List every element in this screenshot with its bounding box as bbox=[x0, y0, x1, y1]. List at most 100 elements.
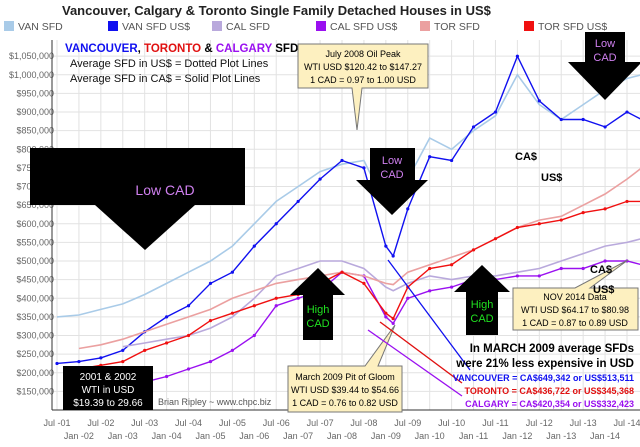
y-tick-label: $650,000 bbox=[16, 200, 54, 210]
pointer-van bbox=[387, 259, 471, 371]
data-point bbox=[208, 319, 213, 323]
legend-label: VAN SFD bbox=[18, 21, 63, 33]
data-point bbox=[296, 199, 300, 204]
low-cad-arrow-mid bbox=[356, 148, 428, 215]
data-point bbox=[340, 158, 344, 163]
x-tick-label: Jul -11 bbox=[482, 418, 508, 428]
callout-wti-2001 bbox=[63, 366, 153, 410]
data-point bbox=[362, 281, 366, 285]
march2009-van: VANCOUVER = CA$649,342 or US$513,511 bbox=[453, 373, 634, 383]
data-point bbox=[186, 367, 191, 371]
y-tick-label: $1,050,000 bbox=[9, 51, 54, 61]
y-tick-label: $950,000 bbox=[16, 88, 54, 98]
callout-oil-peak bbox=[297, 43, 429, 131]
data-point bbox=[537, 222, 541, 226]
low-label: Low bbox=[595, 38, 615, 50]
high-cad-arrow-2 bbox=[454, 265, 510, 335]
y-tick-label: $900,000 bbox=[16, 107, 54, 117]
x-tick-label: Jul -06 bbox=[263, 418, 290, 428]
x-tick-label: Jul -01 bbox=[43, 418, 70, 428]
data-point bbox=[340, 270, 344, 274]
callout-text: 2001 & 2002 bbox=[80, 372, 137, 383]
high-label: High bbox=[471, 299, 494, 311]
pointer-cal bbox=[367, 329, 463, 397]
data-point bbox=[625, 110, 629, 114]
data-point bbox=[384, 315, 388, 319]
axes: $150,000 $200,000 $250,000 $300,000 $350,000… bbox=[9, 40, 640, 441]
data-point bbox=[165, 315, 169, 319]
legend-label: TOR SFD US$ bbox=[538, 21, 607, 33]
annotations: Low CAD Low CAD Low CAD High CAD High CA… bbox=[30, 32, 640, 413]
data-point bbox=[603, 259, 607, 263]
x-tick-label: Jul -02 bbox=[87, 418, 114, 428]
data-point bbox=[559, 218, 563, 222]
x-tick-label: Jul -03 bbox=[131, 418, 158, 428]
data-point bbox=[165, 341, 169, 345]
legend: VAN SFD VAN SFD US$ CAL SFD CAL SFD US$ TOR … bbox=[4, 21, 607, 33]
cad-label: CAD bbox=[306, 318, 329, 330]
x-tick-label: Jul -04 bbox=[175, 418, 202, 428]
data-point bbox=[362, 166, 366, 170]
x-tick-label: Jan -12 bbox=[502, 431, 532, 441]
data-point bbox=[471, 125, 476, 129]
x-tick-label: Jan -04 bbox=[152, 431, 182, 441]
y-tick-label: $350,000 bbox=[16, 312, 54, 322]
data-point bbox=[515, 225, 519, 230]
x-tick-label: Jul -07 bbox=[307, 418, 334, 428]
data-point bbox=[581, 117, 585, 122]
x-tick-label: Jul -05 bbox=[219, 418, 246, 428]
data-point bbox=[515, 54, 519, 58]
data-point bbox=[391, 317, 395, 321]
x-tick-label: Jul -14 bbox=[613, 418, 640, 428]
data-point bbox=[186, 304, 191, 308]
data-point bbox=[559, 117, 563, 122]
data-point bbox=[384, 244, 388, 248]
data-point bbox=[537, 274, 541, 278]
data-point bbox=[252, 244, 256, 248]
y-tick-label: $850,000 bbox=[16, 126, 54, 136]
data-point bbox=[625, 199, 629, 204]
y-tick-label: $450,000 bbox=[16, 275, 54, 285]
data-point bbox=[428, 155, 432, 159]
series-line-tor-sfd bbox=[78, 168, 640, 350]
march2009-line2: were 21% less expensive in USD bbox=[455, 358, 634, 370]
data-point bbox=[252, 333, 256, 338]
data-point bbox=[406, 207, 410, 211]
high-cad-arrow-1 bbox=[290, 268, 345, 340]
data-point bbox=[428, 266, 432, 271]
data-point bbox=[406, 296, 410, 300]
x-tick-label: Jul -09 bbox=[394, 418, 421, 428]
data-point bbox=[55, 361, 59, 366]
callout-text: WTI in USD bbox=[82, 385, 135, 396]
x-tick-label: Jan -07 bbox=[283, 431, 313, 441]
data-point bbox=[493, 237, 498, 241]
data-point bbox=[143, 348, 147, 353]
y-tick-label: $550,000 bbox=[16, 237, 54, 247]
credit: Brian Ripley ~ www.chpc.biz bbox=[158, 397, 272, 407]
notes-solid: Average SFD in CA$ = Solid Plot Lines bbox=[70, 73, 261, 85]
legend-swatch bbox=[212, 21, 222, 31]
x-tick-label: Jan -03 bbox=[108, 431, 138, 441]
low-cad-arrow-right bbox=[568, 32, 640, 100]
low-cad-arrow-left bbox=[30, 148, 245, 250]
x-tick-label: Jan -02 bbox=[64, 431, 94, 441]
callout-text: 1 CAD = 0.87 to 0.89 USD bbox=[522, 318, 628, 328]
x-tick-label: Jul -08 bbox=[350, 418, 377, 428]
data-point bbox=[603, 125, 607, 129]
x-tick-label: Jul -13 bbox=[570, 418, 597, 428]
march2009-line1: In MARCH 2009 average SFDs bbox=[470, 343, 634, 355]
y-tick-label: $200,000 bbox=[16, 368, 54, 378]
cal-us-label: US$ bbox=[593, 284, 614, 296]
cad-label: CAD bbox=[380, 169, 403, 181]
data-point bbox=[428, 289, 432, 293]
x-tick-label: Jan -11 bbox=[459, 431, 488, 441]
data-point bbox=[581, 211, 585, 215]
legend-label: TOR SFD bbox=[434, 21, 480, 33]
callout-text: 1 CAD = 0.97 to 1.00 USD bbox=[310, 75, 416, 85]
callout-text: $19.39 to 29.66 bbox=[73, 398, 143, 409]
march2009-cal: CALGARY = CA$420,354 or US$332,423 bbox=[465, 399, 634, 409]
legend-swatch bbox=[4, 21, 14, 31]
x-tick-label: Jan -14 bbox=[590, 431, 620, 441]
x-tick-label: Jan -10 bbox=[415, 431, 445, 441]
